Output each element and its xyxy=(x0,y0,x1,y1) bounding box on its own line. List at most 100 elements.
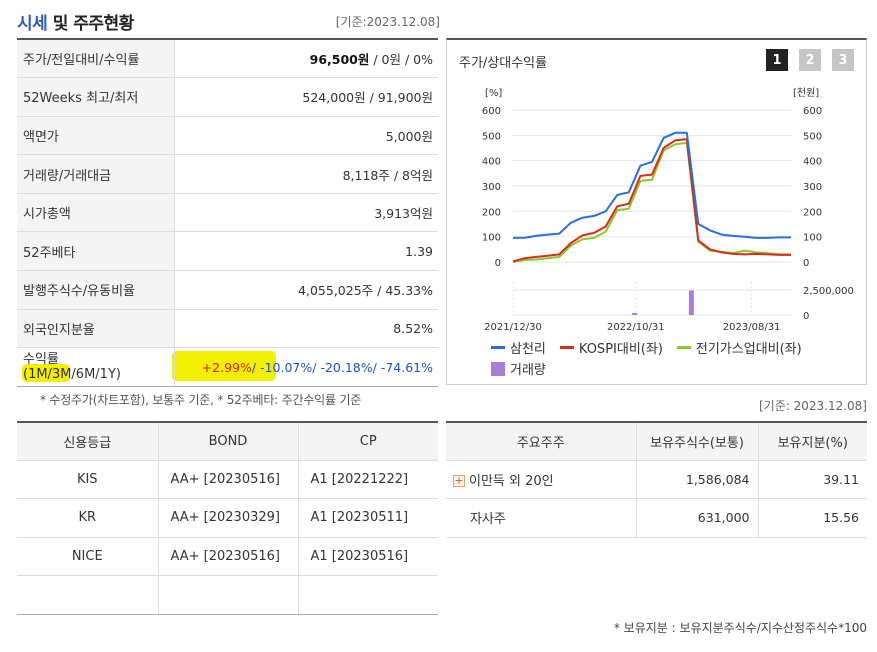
holders-header: 보유주식수(보통) xyxy=(636,422,759,461)
info-label: 52주베타 xyxy=(17,231,175,272)
info-label: 액면가 xyxy=(17,116,175,156)
left-tick-label: 100 xyxy=(482,233,501,244)
table-row: NICE AA+ [20230516] A1 [20230516] xyxy=(17,537,438,577)
return-6m: -20.18% xyxy=(320,359,373,375)
legend-swatch xyxy=(676,346,691,349)
chart-tab-2[interactable]: 2 xyxy=(799,49,821,71)
credit-cp: A1 [20230511] xyxy=(298,498,438,538)
info-row: 액면가 5,000원 xyxy=(17,116,438,156)
info-value: 96,500원 / 0원 / 0% xyxy=(174,39,438,79)
right-tick-label: 500 xyxy=(803,131,822,142)
right-tick-label: 0 xyxy=(803,258,809,269)
legend-item: KOSPI대비(좌) xyxy=(559,338,663,357)
legend-swatch xyxy=(491,361,505,376)
return-1y: -74.61% xyxy=(380,359,433,375)
series-line xyxy=(512,131,791,239)
chart-panel: 주가/상대수익률 1 2 3 600 600 500 500 400 400 300 300 2… xyxy=(446,38,867,385)
chart-tab-1[interactable]: 1 xyxy=(766,49,788,71)
expand-plus-icon[interactable]: + xyxy=(453,474,465,488)
holder-shares: 1,586,084 xyxy=(636,460,759,500)
info-row: 52주베타 1.39 xyxy=(17,231,438,272)
info-row: 외국인지분율 8.52% xyxy=(17,309,438,349)
legend-item: 거래량 xyxy=(491,359,546,378)
info-label: 주가/전일대비/수익률 xyxy=(17,39,175,79)
table-row xyxy=(17,575,438,615)
right-tick-label: 300 xyxy=(803,182,822,193)
info-value: 8.52% xyxy=(174,309,438,349)
info-value: 524,000원 / 91,900원 xyxy=(174,77,438,117)
info-label: 52Weeks 최고/최저 xyxy=(17,77,175,117)
holders-header: 주요주주 xyxy=(446,422,637,461)
volume-tick-label: 2,500,000 xyxy=(803,286,854,297)
line-chart: 600 600 500 500 400 400 300 300 200 200 100 100 0 0 [%… xyxy=(482,87,854,333)
right-tick-label: 600 xyxy=(803,106,822,117)
holder-shares: 631,000 xyxy=(636,498,759,538)
volume-bar xyxy=(688,290,694,315)
credit-bond: AA+ [20230516] xyxy=(158,460,299,500)
info-label: 외국인지분율 xyxy=(17,309,175,349)
shareholders-table: 주요주주 보유주식수(보통) 보유지분(%) + 이만득 외 20인 1,586,… xyxy=(446,421,867,652)
info-label: 거래량/거래대금 xyxy=(17,154,175,194)
info-label: 발행주식수/유동비율 xyxy=(17,270,175,310)
std-date-holders: [기준: 2023.12.08] xyxy=(758,399,867,413)
left-tick-label: 200 xyxy=(482,207,501,218)
table-row: KIS AA+ [20230516] A1 [20221222] xyxy=(17,460,438,500)
right-tick-label: 100 xyxy=(803,233,822,244)
info-label: 시가총액 xyxy=(17,193,175,233)
credit-header: CP xyxy=(298,422,438,461)
x-tick-label: 2023/08/31 xyxy=(723,322,781,333)
left-tick-label: 300 xyxy=(482,182,501,193)
credit-rating-table: 신용등급 BOND CP KIS AA+ [20230516] A1 [2022… xyxy=(17,421,438,615)
credit-agency: KR xyxy=(17,498,159,538)
left-tick-label: 500 xyxy=(482,131,501,142)
credit-cp: A1 [20230516] xyxy=(298,537,438,577)
credit-cp: A1 [20221222] xyxy=(298,460,438,500)
page-title: 시세 및 주주현황 xyxy=(17,14,134,34)
right-unit-label: [천원] xyxy=(793,87,819,99)
info-value: 3,913억원 xyxy=(174,193,438,233)
table-row: + 이만득 외 20인 1,586,084 39.11 xyxy=(446,460,867,500)
info-value: 8,118주 / 8억원 xyxy=(174,154,438,194)
credit-bond: AA+ [20230329] xyxy=(158,498,299,538)
series-line xyxy=(512,138,791,263)
info-row: 수익률 (1M/3M/6M/1Y) +2.99%/ -10.07%/ -20.18… xyxy=(17,347,438,387)
legend-swatch xyxy=(491,346,505,349)
holder-pct: 39.11 xyxy=(758,460,867,500)
credit-bond: AA+ [20230516] xyxy=(158,537,299,577)
info-row: 52Weeks 최고/최저 524,000원 / 91,900원 xyxy=(17,77,438,117)
info-row: 주가/전일대비/수익률 96,500원 / 0원 / 0% xyxy=(17,39,438,79)
chart-title: 주가/상대수익률 xyxy=(459,56,548,71)
holder-name[interactable]: + 이만득 외 20인 xyxy=(446,460,637,500)
right-tick-label: 400 xyxy=(803,157,822,168)
info-row: 거래량/거래대금 8,118주 / 8억원 xyxy=(17,154,438,194)
volume-tick-label: 0 xyxy=(803,311,809,322)
right-tick-label: 200 xyxy=(803,207,822,218)
x-tick-label: 2022/10/31 xyxy=(607,322,665,333)
legend-item: 삼천리 xyxy=(491,338,546,357)
chart-legend: 삼천리 KOSPI대비(좌) 전기가스업대비(좌) 거래량 xyxy=(491,337,802,379)
info-row: 시가총액 3,913억원 xyxy=(17,193,438,233)
info-value: 1.39 xyxy=(174,231,438,272)
credit-header: BOND xyxy=(158,422,299,461)
std-date: [기준:2023.12.08] xyxy=(335,15,440,29)
info-label: 수익률 (1M/3M/6M/1Y) xyxy=(17,347,175,387)
volume-bar xyxy=(632,313,638,315)
holders-header: 보유지분(%) xyxy=(758,422,867,461)
holder-name: 자사주 xyxy=(446,498,637,538)
info-value: 4,055,025주 / 45.33% xyxy=(174,270,438,310)
left-tick-label: 600 xyxy=(482,106,501,117)
return-3m: -10.07% xyxy=(260,359,313,375)
table-row: KR AA+ [20230329] A1 [20230511] xyxy=(17,498,438,538)
left-unit-label: [%] xyxy=(485,88,502,99)
price-info-table: 주가/전일대비/수익률 96,500원 / 0원 / 0% 52Weeks 최고… xyxy=(17,38,438,387)
footnote-left: * 수정주가(차트포함), 보통주 기준, * 52주베타: 주간수익률 기준 xyxy=(40,393,362,407)
left-tick-label: 400 xyxy=(482,157,501,168)
credit-agency: KIS xyxy=(17,460,159,500)
chart-tabs: 1 2 3 xyxy=(766,49,854,71)
info-value: 5,000원 xyxy=(174,116,438,156)
left-tick-label: 0 xyxy=(495,258,501,269)
chart-tab-3[interactable]: 3 xyxy=(832,49,854,71)
table-row: 자사주 631,000 15.56 xyxy=(446,498,867,538)
footnote-right: * 보유지분 : 보유지분주식수/지수산정주식수*100 xyxy=(613,621,867,635)
legend-swatch xyxy=(559,346,574,349)
